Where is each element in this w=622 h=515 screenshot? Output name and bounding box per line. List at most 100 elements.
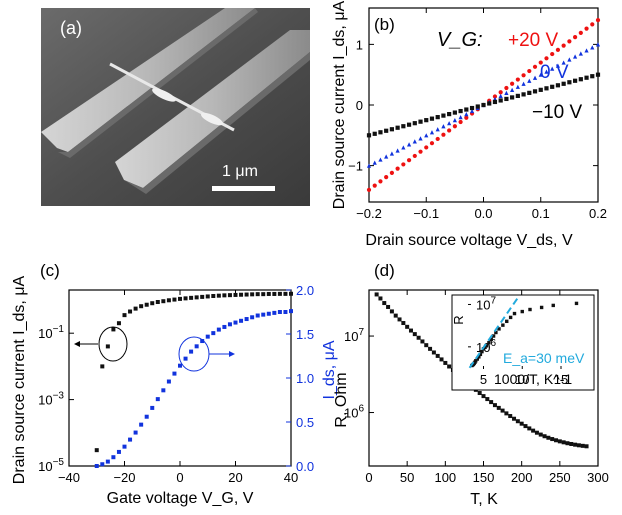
b-point [406,122,412,127]
d-point [496,405,501,410]
inset-xlabel: 1000/T, K^-1 [494,371,572,387]
b-point [366,133,372,138]
c-point-blue [155,397,160,402]
b-point [590,45,595,50]
c-point-black [239,292,244,297]
b-point [544,69,549,74]
d-point [397,317,402,322]
b-point [561,81,566,86]
b-point [578,51,583,56]
b-point [515,84,520,89]
b-point [424,133,429,138]
c-point-blue [166,379,171,384]
b-point [561,43,566,48]
gate-label: V_G: [437,29,483,51]
d-xtick-label: 200 [511,470,533,485]
b-point [401,124,406,129]
d-point [531,428,536,433]
b-point [527,90,532,95]
d-point [405,324,410,329]
b-point [538,60,543,65]
plot-d-xlabel: T, K [470,491,498,508]
b-point [578,30,583,35]
b-point [538,72,543,77]
d-point [573,442,578,447]
c-point-blue [161,388,166,393]
b-point [452,118,457,123]
d-ytick-label: 107 [344,327,364,344]
d-point [401,321,406,326]
d-point [569,441,574,446]
c-point-black [161,299,166,304]
b-point [475,104,480,109]
b-point [401,162,406,167]
d-point [565,441,570,446]
b-point [481,102,486,108]
inset-point [480,349,484,354]
b-point [366,163,372,168]
d-point [412,332,417,337]
scalebar [212,186,275,191]
c-point-blue [105,459,110,464]
d-point [447,364,452,369]
c-point-blue [139,422,144,427]
b-point [498,90,503,95]
b-point [555,63,561,68]
circle-annotation-black [98,326,128,362]
b-point [595,72,601,77]
b-point [441,132,446,137]
d-point [527,426,532,431]
panel-a: (a) 1 μm [41,8,310,206]
d-point [439,357,444,362]
plot-b-marks [366,18,601,192]
inset-point [478,352,483,357]
d-point [557,439,562,444]
b-point [573,54,578,59]
c-point-black [189,295,194,300]
b-point [395,166,400,171]
b-point [366,187,372,192]
b-point [584,48,589,53]
plot-b-xlabel: Drain source voltage V_ds, V [365,232,573,249]
b-point [435,115,440,120]
panel-b-label: (b) [374,15,395,34]
plot-c-ylabel-right: I_ds, μA [321,340,338,399]
b-point [590,22,595,27]
d-point [500,408,505,413]
b-point [584,75,589,80]
d-point [492,403,497,408]
c-point-black [178,296,182,301]
b-point [418,149,423,154]
c-point-blue [150,405,155,410]
b-point [435,136,440,142]
b-point [389,151,394,156]
b-point [532,75,538,80]
d-point [382,301,387,306]
c-point-blue [250,315,255,320]
b-point [401,145,406,150]
c-point-black [272,291,277,296]
c-point-blue [255,313,260,318]
b-point [469,108,475,114]
b-point [578,77,583,82]
b-point [538,87,543,92]
b-point [504,90,509,95]
c-point-blue [244,317,249,322]
d-xtick-label: 150 [473,470,495,485]
c-ytick-right-label: 1.0 [296,371,314,386]
c-xtick-label: −20 [113,470,135,485]
c-point-black [222,293,227,298]
plot-c-marks [94,291,293,468]
c-ytick-right-label: 2.0 [296,283,314,298]
b-point [595,18,601,23]
d-point [584,444,589,449]
d-xtick-label: 100 [434,470,456,485]
b-point [458,115,463,120]
d-point [386,304,391,309]
legend-plus20: +20 V [508,30,559,51]
b-point [555,47,561,52]
b-point [384,128,389,133]
b-point [372,183,377,188]
b-point [406,142,412,147]
c-xtick-label: 0 [176,470,183,485]
